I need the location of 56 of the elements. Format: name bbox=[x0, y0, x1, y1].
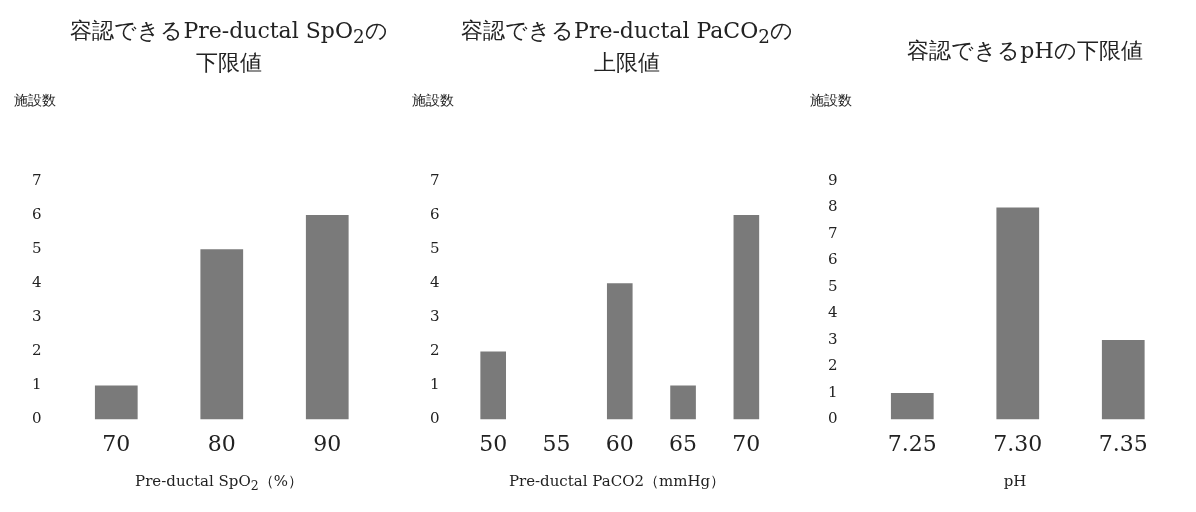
x-tick-label: 55 bbox=[542, 430, 571, 456]
y-tick-label: 4 bbox=[828, 303, 838, 322]
bar bbox=[1101, 340, 1145, 420]
y-tick-label: 6 bbox=[430, 204, 440, 223]
x-tick-label: 90 bbox=[313, 430, 342, 456]
y-tick-label: 3 bbox=[430, 307, 440, 326]
x-tick-label: 70 bbox=[732, 430, 761, 456]
bar bbox=[94, 385, 138, 420]
x-tick-label: 50 bbox=[479, 430, 508, 456]
y-tick-label: 1 bbox=[430, 375, 440, 394]
y-axis-title: 施設数 bbox=[810, 92, 852, 110]
x-tick-label: 60 bbox=[605, 430, 634, 456]
y-tick-label: 5 bbox=[828, 276, 838, 295]
x-tick-label: 7.25 bbox=[887, 430, 937, 456]
y-tick-label: 6 bbox=[32, 204, 42, 223]
y-tick-label: 4 bbox=[32, 273, 42, 292]
x-tick-label: 7.30 bbox=[993, 430, 1043, 456]
y-axis-title: 施設数 bbox=[412, 92, 454, 110]
y-tick-label: 0 bbox=[32, 409, 42, 428]
y-tick-label: 6 bbox=[828, 250, 838, 269]
y-tick-label: 3 bbox=[32, 307, 42, 326]
y-tick-label: 7 bbox=[828, 223, 838, 242]
y-tick-label: 2 bbox=[828, 356, 838, 375]
x-tick-label: 80 bbox=[207, 430, 236, 456]
y-tick-label: 2 bbox=[32, 341, 42, 360]
x-axis-title: pH bbox=[1002, 472, 1028, 490]
y-tick-label: 0 bbox=[430, 409, 440, 428]
y-tick-label: 9 bbox=[828, 170, 838, 189]
x-axis-title: Pre-ductal PaCO2（mmHg） bbox=[507, 472, 727, 491]
bar bbox=[670, 385, 696, 420]
y-tick-label: 1 bbox=[828, 382, 838, 401]
y-tick-label: 5 bbox=[430, 239, 440, 258]
y-tick-label: 7 bbox=[32, 170, 42, 189]
bar bbox=[480, 351, 507, 420]
bar bbox=[200, 249, 244, 420]
bar bbox=[305, 215, 349, 420]
chart-title: 容認できるPre-ductal PaCO$_{2}$の上限値 bbox=[461, 18, 793, 76]
bar bbox=[890, 393, 934, 420]
x-axis-title: Pre-ductal SpO$_{2}$（%） bbox=[134, 472, 304, 493]
x-tick-label: 70 bbox=[102, 430, 131, 456]
y-tick-label: 1 bbox=[32, 375, 42, 394]
y-tick-label: 0 bbox=[828, 409, 838, 428]
y-tick-label: 8 bbox=[828, 197, 838, 216]
bar bbox=[733, 215, 760, 420]
x-tick-label: 65 bbox=[669, 430, 698, 456]
bar bbox=[606, 283, 633, 420]
chart-title: 容認できるpHの下限値 bbox=[906, 38, 1144, 64]
y-tick-label: 4 bbox=[430, 273, 440, 292]
y-tick-label: 7 bbox=[430, 170, 440, 189]
chart-title: 容認できるPre-ductal SpO$_{2}$の下限値 bbox=[70, 18, 388, 76]
bar bbox=[996, 207, 1040, 420]
y-tick-label: 3 bbox=[828, 329, 838, 348]
x-tick-label: 7.35 bbox=[1098, 430, 1148, 456]
y-tick-label: 2 bbox=[430, 341, 440, 360]
y-tick-label: 5 bbox=[32, 239, 42, 258]
y-axis-title: 施設数 bbox=[14, 92, 56, 110]
